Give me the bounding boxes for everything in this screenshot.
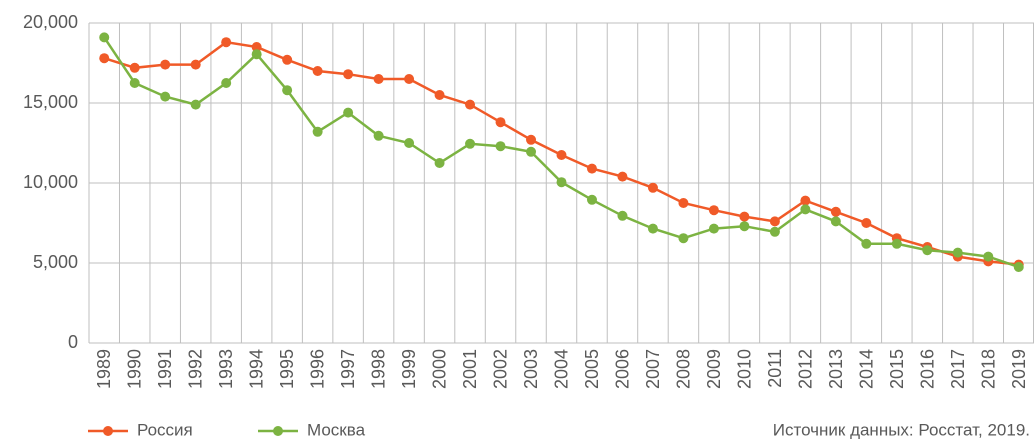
x-tick-label: 2001: [460, 349, 480, 389]
data-point: [190, 99, 201, 110]
data-point: [586, 194, 597, 205]
y-tick-label: 15,000: [23, 92, 78, 112]
data-point: [830, 216, 841, 227]
x-tick-label: 2009: [704, 349, 724, 389]
x-tick-label: 1997: [338, 349, 358, 389]
x-tick-label: 1990: [125, 349, 145, 389]
data-point: [526, 134, 537, 145]
data-point: [434, 90, 445, 100]
data-point: [312, 66, 323, 76]
data-point: [769, 226, 780, 237]
x-tick-label: 2018: [978, 349, 998, 389]
legend-label: Россия: [137, 420, 193, 439]
legend-label: Москва: [307, 420, 366, 439]
data-point: [891, 238, 902, 249]
y-tick-label: 5,000: [33, 252, 78, 272]
data-point: [404, 138, 415, 148]
data-point: [404, 74, 415, 84]
x-tick-label: 2019: [1009, 349, 1029, 389]
data-point: [343, 107, 354, 118]
data-point: [983, 251, 994, 262]
data-point: [434, 158, 445, 168]
x-tick-label: 1994: [247, 349, 267, 389]
x-tick-label: 1989: [94, 349, 114, 389]
data-point: [861, 218, 872, 228]
data-point: [495, 117, 506, 128]
x-tick-label: 2004: [552, 349, 572, 389]
data-point: [647, 182, 658, 193]
data-point: [282, 85, 293, 96]
x-tick-label: 1996: [308, 349, 328, 389]
data-point: [556, 150, 567, 160]
data-point: [282, 54, 293, 65]
data-point: [708, 205, 719, 216]
x-tick-label: 2010: [734, 349, 754, 389]
data-point: [373, 130, 384, 141]
data-point: [739, 221, 750, 232]
data-point: [617, 210, 628, 221]
data-point: [312, 126, 323, 137]
data-point: [708, 223, 719, 234]
x-tick-label: 2006: [612, 349, 632, 389]
x-tick-label: 2005: [582, 349, 602, 389]
data-point: [251, 42, 262, 52]
data-point: [190, 59, 201, 70]
data-point: [373, 74, 384, 84]
data-point: [647, 223, 658, 234]
x-tick-label: 2002: [491, 349, 511, 389]
x-tick-label: 1995: [277, 349, 297, 389]
data-point: [160, 91, 171, 102]
legend-marker: [103, 426, 113, 436]
data-point: [99, 53, 110, 64]
x-tick-label: 2014: [856, 349, 876, 389]
x-tick-label: 1991: [155, 349, 175, 389]
data-point: [861, 238, 872, 249]
y-tick-label: 10,000: [23, 172, 78, 192]
x-tick-label: 1993: [216, 349, 236, 389]
x-tick-label: 1998: [369, 349, 389, 389]
data-point: [99, 32, 110, 43]
data-point: [465, 138, 476, 149]
legend-marker: [273, 426, 283, 436]
data-point: [922, 245, 933, 256]
data-point: [343, 69, 354, 80]
x-tick-label: 2007: [643, 349, 663, 389]
data-point: [526, 146, 537, 157]
x-tick-label: 2016: [917, 349, 937, 389]
source-note: Источник данных: Росстат, 2019.: [773, 420, 1030, 439]
data-point: [465, 99, 476, 110]
data-point: [586, 163, 597, 174]
y-tick-label: 0: [68, 332, 78, 352]
x-tick-label: 2000: [430, 349, 450, 389]
data-point: [495, 141, 506, 152]
x-tick-label: 2003: [521, 349, 541, 389]
data-point: [739, 211, 750, 222]
data-point: [129, 62, 140, 73]
data-point: [800, 195, 811, 206]
x-tick-label: 1999: [399, 349, 419, 389]
data-point: [160, 59, 171, 70]
data-point: [678, 198, 689, 208]
data-point: [221, 78, 232, 88]
x-tick-label: 1992: [186, 349, 206, 389]
data-point: [617, 171, 628, 182]
data-point: [952, 247, 963, 258]
x-tick-label: 2015: [887, 349, 907, 389]
x-tick-label: 2017: [948, 349, 968, 389]
x-tick-label: 2011: [765, 349, 785, 388]
data-point: [556, 177, 567, 188]
x-tick-label: 2013: [826, 349, 846, 389]
data-point: [830, 206, 841, 217]
data-point: [221, 37, 232, 48]
data-point: [251, 49, 262, 60]
data-point: [678, 233, 689, 244]
data-point: [800, 204, 811, 215]
data-point: [1013, 262, 1024, 272]
data-point: [129, 78, 140, 88]
data-point: [769, 216, 780, 227]
x-tick-label: 2008: [673, 349, 693, 389]
x-tick-label: 2012: [795, 349, 815, 389]
y-tick-label: 20,000: [23, 12, 78, 32]
